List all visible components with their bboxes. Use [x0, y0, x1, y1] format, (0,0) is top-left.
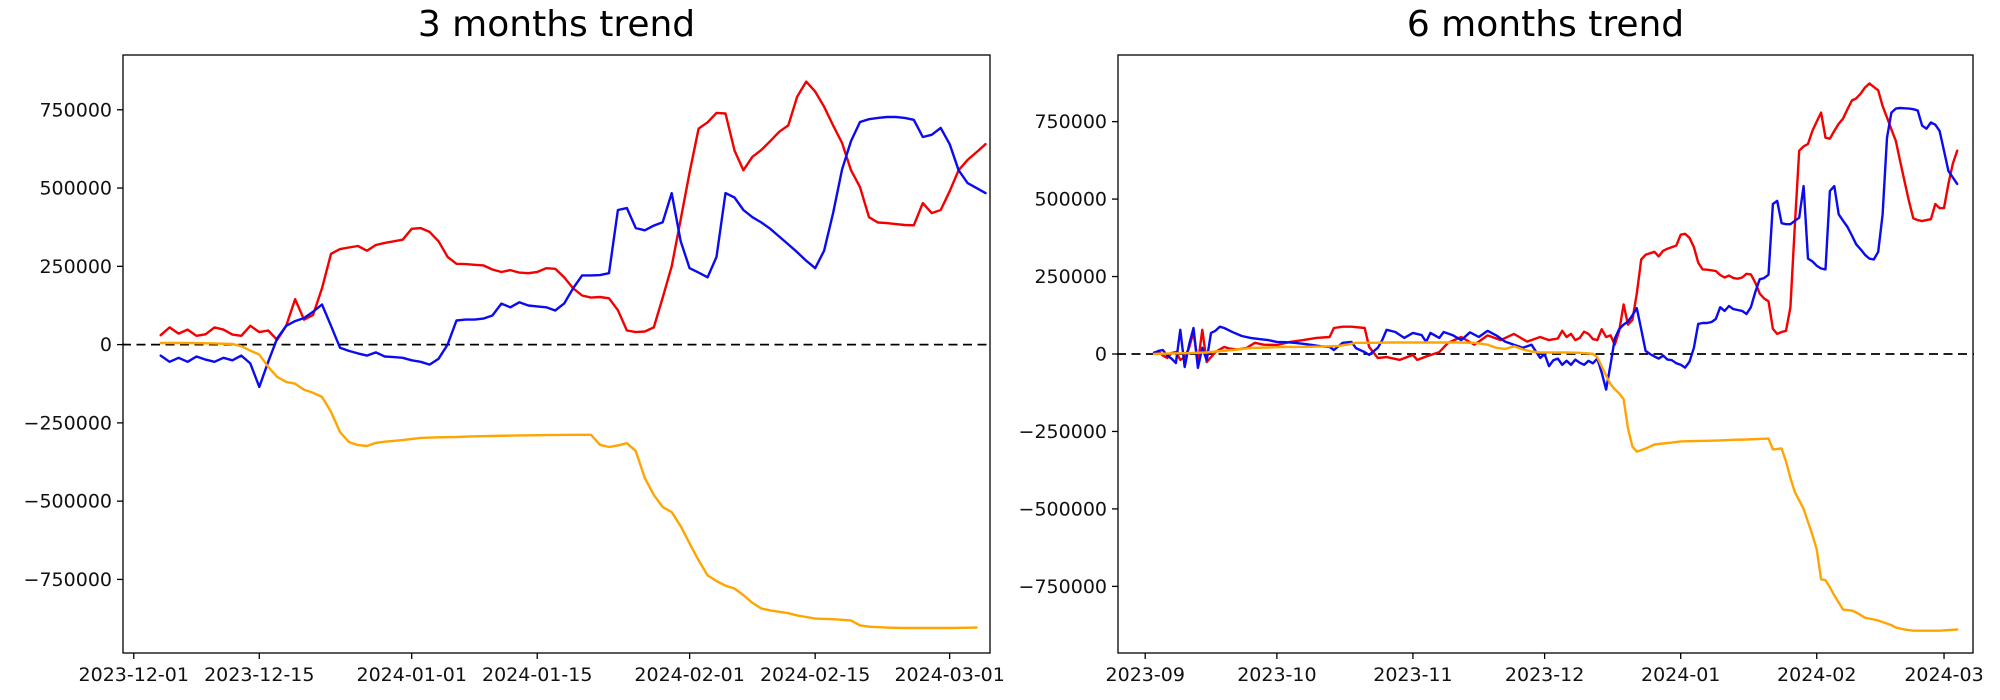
x-tick-label: 2024-03	[1904, 664, 1983, 686]
y-tick-label: 250000	[39, 256, 112, 278]
x-tick-label: 2023-11	[1373, 664, 1452, 686]
x-tick-label: 2024-01	[1641, 664, 1720, 686]
chart-title-3-months: 3 months trend	[417, 4, 696, 45]
x-tick-label: 2023-09	[1106, 664, 1185, 686]
y-tick-label: −250000	[1019, 421, 1107, 443]
x-tick-label: 2024-02-01	[634, 664, 744, 686]
y-tick-label: 0	[1095, 343, 1107, 365]
y-tick-label: −750000	[24, 569, 112, 591]
y-tick-label: 500000	[39, 178, 112, 200]
x-tick-label: 2024-02	[1777, 664, 1856, 686]
x-tick-label: 2023-12	[1505, 664, 1584, 686]
series-line-blue	[159, 115, 987, 389]
y-tick-label: −750000	[1019, 576, 1107, 598]
plot-border	[122, 54, 991, 654]
x-tick-label: 2024-03-01	[894, 664, 1004, 686]
y-tick-label: −500000	[24, 491, 112, 513]
y-tick-label: 500000	[1034, 189, 1107, 211]
series-line-orange	[1152, 341, 1959, 632]
series-line-blue	[1152, 106, 1959, 391]
y-tick-label: 250000	[1034, 266, 1107, 288]
y-tick-label: 750000	[1034, 111, 1107, 133]
x-tick-label: 2024-01-15	[482, 664, 592, 686]
y-tick-label: 0	[100, 334, 112, 356]
y-tick-label: −250000	[24, 412, 112, 434]
series-line-red	[1152, 82, 1959, 365]
x-tick-label: 2024-01-01	[356, 664, 466, 686]
x-tick-label: 2023-12-01	[79, 664, 189, 686]
series-line-orange	[159, 341, 978, 630]
x-tick-label: 2023-10	[1237, 664, 1316, 686]
x-tick-label: 2024-02-15	[760, 664, 870, 686]
x-tick-label: 2023-12-15	[204, 664, 314, 686]
y-tick-label: −500000	[1019, 498, 1107, 520]
y-tick-label: 750000	[39, 99, 112, 121]
chart-title-6-months: 6 months trend	[1406, 4, 1685, 45]
